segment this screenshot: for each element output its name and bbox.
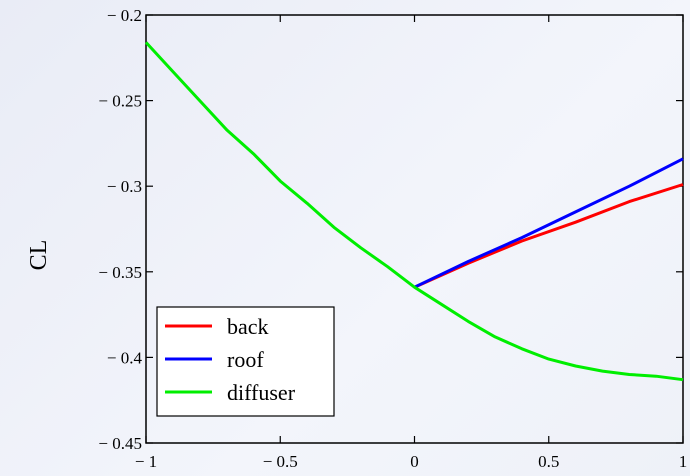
x-tick-label: − 1	[135, 452, 157, 471]
x-tick-label: 1	[679, 452, 688, 471]
y-tick-label: − 0.45	[98, 434, 142, 453]
y-tick-label: − 0.25	[98, 92, 142, 111]
x-tick-label: 0.5	[538, 452, 559, 471]
legend-label-roof: roof	[227, 347, 264, 372]
y-tick-label: − 0.2	[107, 6, 142, 25]
y-tick-label: − 0.35	[98, 263, 142, 282]
x-tick-label: − 0.5	[263, 452, 298, 471]
x-tick-label: 0	[410, 452, 419, 471]
legend-label-diffuser: diffuser	[227, 380, 296, 405]
y-axis-label: CL	[26, 240, 52, 271]
y-tick-label: − 0.4	[107, 348, 143, 367]
legend-label-back: back	[227, 314, 269, 339]
series-line-back	[413, 183, 684, 289]
series-line-diffuser	[144, 41, 684, 382]
y-tick-label: − 0.3	[107, 177, 142, 196]
series-line-roof	[413, 157, 684, 289]
plot-area: − 1 − 0.5 0 0.5 1 − 0.2 − 0.25 − 0.3 − 0.35 − 0.4…	[98, 6, 687, 471]
